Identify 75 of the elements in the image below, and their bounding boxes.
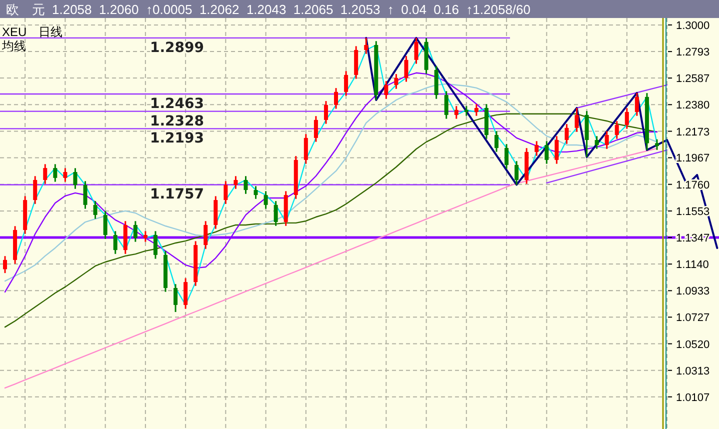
candlestick xyxy=(614,120,619,140)
candlestick xyxy=(314,115,318,143)
candlestick xyxy=(274,200,278,227)
candlestick xyxy=(133,220,138,243)
ref-line-label: 1.2899 xyxy=(150,40,204,56)
ref-line-label: 1.1757 xyxy=(150,186,204,203)
candlestick xyxy=(624,107,629,130)
line-series xyxy=(365,36,718,249)
candlestick xyxy=(234,175,238,190)
candlestick xyxy=(454,105,458,120)
y-tick-label: 1.0520 xyxy=(676,338,710,351)
candlestick xyxy=(514,160,519,186)
candlestick xyxy=(244,175,248,195)
candlestick xyxy=(344,70,348,97)
y-tick-label: 1.1967 xyxy=(676,152,710,165)
candlestick xyxy=(93,200,98,220)
candlestick xyxy=(153,230,158,260)
candlestick xyxy=(63,167,68,183)
candlestick xyxy=(394,73,398,90)
candlestick xyxy=(364,37,368,55)
line-series xyxy=(4,148,658,389)
candlestick xyxy=(43,163,48,185)
y-tick-label: 1.0727 xyxy=(676,312,710,324)
candlestick xyxy=(83,180,88,210)
candlestick xyxy=(544,140,549,165)
candlestick xyxy=(594,135,599,150)
candlestick xyxy=(504,143,509,170)
annotation: 均线 xyxy=(1,39,26,53)
candlestick xyxy=(414,37,418,65)
candlestick xyxy=(103,210,108,240)
line-series xyxy=(4,113,658,328)
chart-title: 欧 元 xyxy=(6,2,45,17)
ref-line-label: 1.2328 xyxy=(150,113,204,130)
candlestick xyxy=(73,167,78,190)
candlestick xyxy=(604,130,609,150)
candlestick xyxy=(3,255,8,274)
ref-line-label: 1.2193 xyxy=(150,130,204,147)
y-tick-label: 1.3000 xyxy=(676,20,710,32)
candlestick xyxy=(574,107,579,133)
chart-subtitle: 1.2058 1.2060 ↑0.0005 1.2062 1.2043 1.2065 1.2053 ↑ 0.04 0.16 ↑1.2058/60 xyxy=(52,2,531,17)
ref-line-label: 1.2463 xyxy=(150,96,204,112)
candlestick xyxy=(324,100,328,125)
candlestick xyxy=(184,277,188,310)
candlestick xyxy=(564,123,569,145)
candlestick xyxy=(654,138,659,151)
candlestick xyxy=(254,185,258,200)
y-tick-label: 1.1140 xyxy=(676,259,709,272)
candlestick xyxy=(113,230,118,255)
candlestick xyxy=(204,220,208,250)
candlestick xyxy=(143,230,148,243)
y-tick-label: 1.2587 xyxy=(676,73,710,86)
candlestick xyxy=(474,103,478,117)
annotation: XEU 日线 xyxy=(2,25,63,39)
candlestick xyxy=(444,90,448,120)
candlestick xyxy=(494,130,498,153)
candlestick xyxy=(224,180,228,205)
candlestick xyxy=(33,175,38,205)
candlestick xyxy=(304,133,308,165)
candlestick xyxy=(464,105,468,117)
y-tick-label: 1.2173 xyxy=(676,126,710,138)
y-tick-label: 1.0107 xyxy=(676,392,710,404)
candlestick xyxy=(404,55,408,83)
y-tick-label: 1.2380 xyxy=(676,100,710,112)
candlestick xyxy=(53,163,58,183)
candlestick xyxy=(554,135,559,165)
candlestick xyxy=(264,190,268,210)
candlestick xyxy=(174,283,178,313)
candlestick xyxy=(534,140,539,157)
y-tick-label: 1.2793 xyxy=(676,46,710,59)
y-tick-label: 1.0933 xyxy=(676,286,710,298)
y-tick-label: 1.0313 xyxy=(676,365,710,378)
candlestick xyxy=(384,80,388,100)
y-tick-label: 1.1347 xyxy=(676,232,710,244)
candlestick xyxy=(334,87,338,110)
candlestick xyxy=(634,92,639,117)
